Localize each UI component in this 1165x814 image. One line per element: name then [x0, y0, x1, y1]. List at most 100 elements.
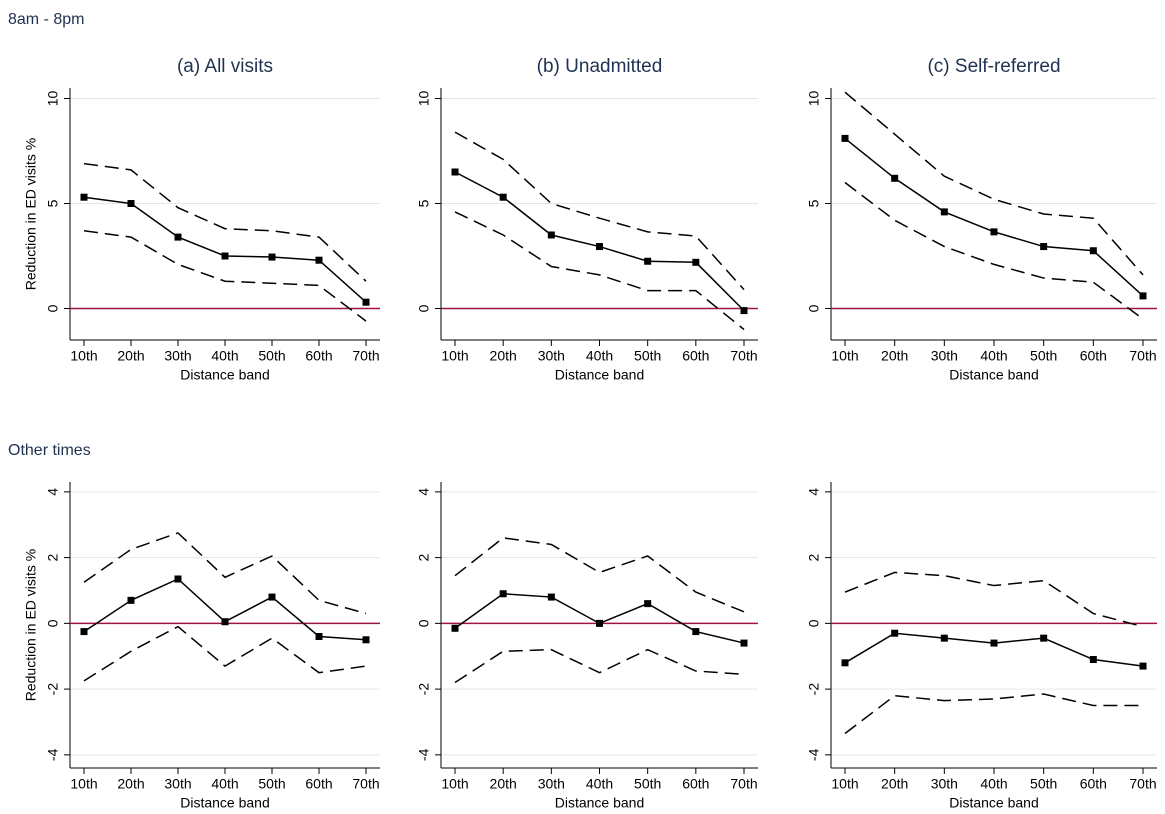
data-point	[362, 636, 370, 644]
x-tick-label: 60th	[1080, 776, 1107, 792]
data-point	[315, 633, 323, 641]
data-point	[80, 193, 88, 201]
x-tick-label: 30th	[538, 348, 565, 364]
x-axis-label: Distance band	[555, 795, 645, 811]
data-point	[221, 618, 229, 626]
y-tick-label: 5	[416, 199, 432, 207]
x-tick-label: 60th	[1080, 348, 1107, 364]
y-tick-label: 10	[806, 91, 822, 107]
y-tick-label: -2	[416, 683, 432, 696]
data-point	[499, 590, 507, 598]
y-tick-label: 5	[806, 199, 822, 207]
data-point	[315, 256, 323, 264]
data-point	[940, 208, 948, 216]
series-line	[454, 648, 745, 684]
x-tick-label: 40th	[586, 348, 613, 364]
data-point	[1139, 662, 1147, 670]
x-tick-label: 50th	[258, 348, 285, 364]
data-point	[451, 168, 459, 176]
chart-title: (a) All visits	[177, 56, 273, 77]
data-point	[891, 174, 899, 182]
data-point	[1040, 243, 1048, 251]
section-label: Other times	[8, 442, 91, 459]
y-axis-label: Reduction in ED visits %	[23, 138, 39, 291]
data-point	[268, 253, 276, 261]
data-point	[692, 258, 700, 266]
x-axis-label: Distance band	[180, 367, 270, 383]
y-tick-label: 0	[806, 619, 822, 627]
y-tick-label: 2	[416, 554, 432, 562]
series-line	[844, 571, 1144, 628]
x-tick-label: 40th	[586, 776, 613, 792]
y-tick-label: -4	[806, 748, 822, 761]
y-tick-label: -2	[45, 683, 61, 696]
x-tick-label: 70th	[352, 776, 379, 792]
data-point	[841, 134, 849, 142]
x-tick-label: 10th	[441, 348, 468, 364]
x-tick-label: 60th	[305, 348, 332, 364]
series-line	[83, 532, 367, 615]
y-axis-label: Reduction in ED visits %	[23, 549, 39, 702]
x-axis-label: Distance band	[555, 367, 645, 383]
series-line	[83, 578, 367, 641]
data-point	[1040, 634, 1048, 642]
x-axis-label: Distance band	[949, 795, 1039, 811]
y-tick-label: 2	[806, 554, 822, 562]
data-point	[499, 193, 507, 201]
y-tick-label: 0	[416, 304, 432, 312]
x-tick-label: 40th	[211, 776, 238, 792]
x-tick-label: 10th	[70, 776, 97, 792]
y-tick-label: -4	[416, 748, 432, 761]
x-tick-label: 40th	[980, 348, 1007, 364]
y-tick-label: 10	[416, 91, 432, 107]
x-tick-label: 20th	[117, 348, 144, 364]
data-point	[174, 233, 182, 241]
y-tick-label: 0	[45, 304, 61, 312]
series-line	[844, 632, 1144, 667]
data-point	[1139, 292, 1147, 300]
y-tick-label: 0	[806, 304, 822, 312]
data-point	[547, 593, 555, 601]
chart-title: (c) Self-referred	[927, 56, 1060, 77]
x-tick-label: 70th	[1129, 776, 1156, 792]
x-tick-label: 20th	[490, 776, 517, 792]
y-tick-label: 0	[416, 619, 432, 627]
section-label: 8am - 8pm	[8, 11, 84, 28]
series-line	[83, 230, 367, 322]
data-point	[990, 228, 998, 236]
y-tick-label: 4	[45, 488, 61, 496]
data-point	[644, 600, 652, 608]
data-point	[1089, 656, 1097, 664]
x-tick-label: 10th	[70, 348, 97, 364]
data-point	[596, 619, 603, 627]
data-point	[740, 307, 748, 315]
data-point	[1089, 247, 1097, 255]
y-tick-label: -2	[806, 683, 822, 696]
data-point	[596, 243, 603, 251]
y-tick-label: 4	[416, 488, 432, 496]
x-tick-label: 20th	[881, 348, 908, 364]
data-point	[841, 659, 849, 667]
series-line	[454, 593, 745, 644]
x-tick-label: 30th	[931, 776, 958, 792]
series-line	[844, 91, 1144, 276]
x-tick-label: 70th	[730, 348, 757, 364]
data-point	[268, 593, 276, 601]
y-tick-label: 10	[45, 91, 61, 107]
x-tick-label: 60th	[682, 348, 709, 364]
x-tick-label: 20th	[881, 776, 908, 792]
data-point	[692, 628, 700, 636]
series-line	[83, 196, 367, 303]
data-point	[644, 257, 652, 265]
data-point	[127, 200, 135, 207]
x-tick-label: 30th	[164, 348, 191, 364]
x-tick-label: 70th	[352, 348, 379, 364]
data-point	[451, 624, 459, 632]
x-tick-label: 50th	[258, 776, 285, 792]
series-line	[844, 693, 1143, 735]
x-tick-label: 50th	[634, 776, 661, 792]
y-tick-label: 5	[45, 199, 61, 207]
y-tick-label: 0	[45, 619, 61, 627]
